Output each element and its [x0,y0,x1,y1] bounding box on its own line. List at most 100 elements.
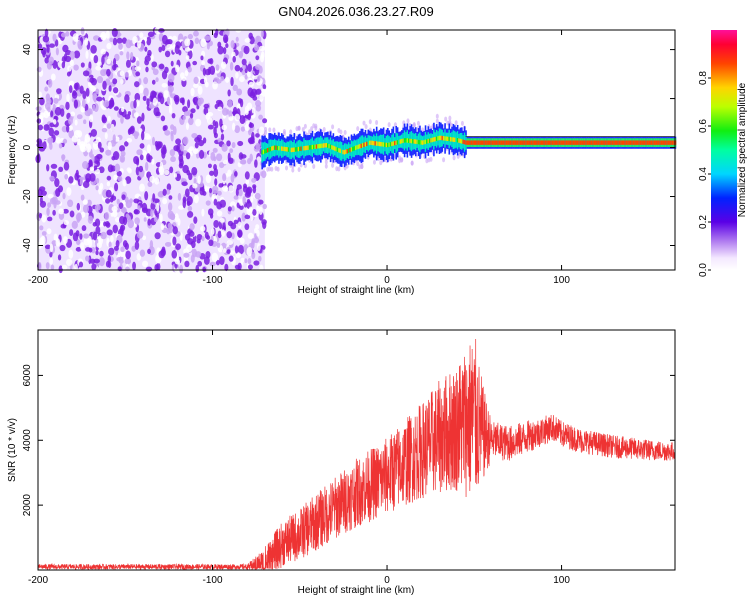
noise-speckle [37,124,44,131]
noise-speckle [205,174,212,184]
band-core [285,146,287,152]
band-core [428,138,431,143]
noise-speckle [134,92,141,102]
band-core [466,140,469,145]
noise-speckle [146,36,152,46]
band-core [452,137,455,142]
noise-speckle [42,141,47,150]
noise-speckle [75,169,79,178]
noise-speckle [84,133,91,143]
band-core [276,145,279,151]
band-core [487,140,490,145]
band-halo [270,166,274,172]
noise-speckle [52,209,56,216]
band-core [435,136,438,141]
band-halo [272,127,276,133]
noise-speckle [121,37,127,44]
band-core [265,148,268,153]
noise-speckle [190,254,195,263]
noise-speckle [256,156,262,162]
noise-speckle [243,45,250,55]
noise-speckle [99,250,104,257]
noise-speckle [99,182,104,190]
band-core [607,140,610,145]
band-halo [268,127,272,133]
noise-speckle [77,138,81,146]
band-core [537,140,540,145]
band-core [519,140,522,145]
band-core [479,140,481,145]
noise-speckle [224,76,230,83]
noise-speckle [88,159,93,167]
noise-speckle [233,219,238,225]
noise-speckle [255,224,260,230]
band-core [311,144,314,150]
band-core [583,140,586,145]
noise-speckle [174,44,180,55]
band-core [509,140,512,145]
noise-speckle [232,84,238,92]
noise-speckle [182,199,187,209]
noise-speckle [62,44,69,53]
band-core [406,138,409,143]
noise-speckle [105,30,110,39]
band-core [303,146,305,151]
noise-speckle [244,223,250,231]
noise-speckle [144,55,151,62]
noise-speckle [160,223,165,231]
noise-speckle [163,90,169,99]
noise-speckle [40,235,46,245]
band-core [287,147,290,152]
noise-speckle [49,175,55,181]
noise-speckle [44,244,51,250]
noise-speckle [155,77,159,83]
noise-speckle [166,96,171,105]
noise-speckle [93,165,98,171]
band-core [505,140,508,145]
noise-speckle [244,74,248,80]
band-core [551,140,554,145]
noise-speckle [152,97,158,106]
band-core [511,140,513,145]
noise-speckle [62,236,68,244]
noise-speckle [37,140,43,149]
band-core [327,143,329,148]
noise-speckle [103,221,107,227]
noise-speckle [222,159,228,165]
noise-speckle [58,265,63,274]
band-halo [314,125,318,131]
spectrogram-x-ticks: -200 -100 0 100 [28,30,570,286]
noise-speckle [95,136,101,143]
noise-speckle [42,35,50,43]
noise-speckle [237,98,242,104]
band-core [405,138,407,143]
noise-speckle [139,84,144,94]
noise-speckle [72,33,79,42]
noise-speckle [258,45,266,52]
noise-speckle [162,144,167,154]
noise-speckle [133,112,139,118]
spectrogram-frame [37,29,676,271]
band-core [434,136,437,142]
noise-speckle [46,207,50,217]
noise-speckle [61,61,66,69]
noise-speckle [98,166,105,174]
noise-speckle [134,241,140,250]
band-core [621,140,624,145]
noise-speckle [158,63,165,70]
noise-speckle [262,221,267,229]
noise-speckle [228,255,234,262]
noise-speckle [161,44,166,52]
band-core [473,140,476,145]
noise-speckle [169,81,174,87]
noise-speckle [234,245,239,254]
band-halo [393,122,397,128]
noise-speckle [201,208,205,217]
y-tick-label: -40 [22,238,33,253]
noise-speckle [213,219,220,228]
noise-speckle [85,255,90,262]
band-core [582,140,585,145]
y-tick-label: 2000 [22,494,33,517]
noise-speckle [185,55,190,60]
